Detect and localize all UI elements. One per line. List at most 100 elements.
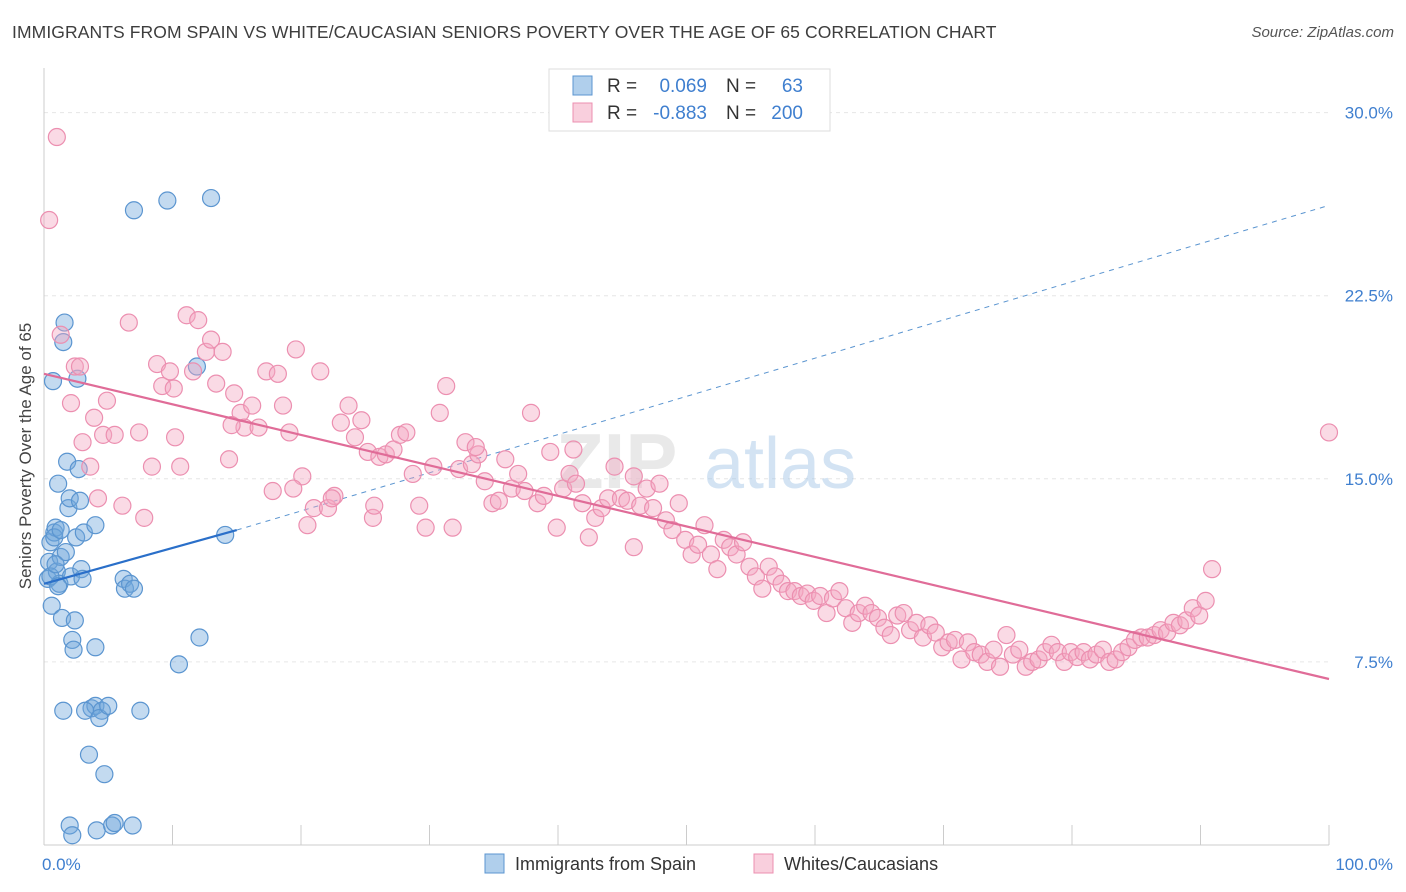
trend-line-1 [43, 372, 1330, 681]
spain-point-12 [54, 332, 73, 352]
white-point-73 [496, 450, 515, 469]
white-point-133 [881, 625, 900, 645]
spain-point-8 [49, 474, 68, 493]
white-point-131 [868, 608, 888, 628]
y-tick-label-1: 15.0% [1345, 470, 1393, 489]
white-point-44 [304, 499, 323, 518]
white-point-6 [73, 433, 92, 452]
white-point-45 [311, 362, 330, 381]
spain-point-20 [64, 640, 83, 659]
white-point-14 [119, 313, 138, 332]
white-point-2 [51, 325, 70, 344]
white-point-102 [682, 545, 701, 564]
white-point-188 [624, 467, 643, 486]
white-point-41 [286, 340, 305, 359]
stats-r-label-0: R = [607, 76, 637, 97]
white-point-37 [263, 481, 282, 501]
white-point-96 [643, 499, 663, 518]
white-point-135 [894, 603, 913, 623]
data-points [38, 127, 1339, 845]
white-point-185 [322, 489, 341, 508]
stats-n-value-0: 63 [782, 76, 803, 97]
legend: Immigrants from Spain Whites/Caucasians [484, 853, 938, 874]
spain-point-29 [54, 701, 73, 720]
white-point-90 [605, 457, 624, 476]
stats-r-value-0: 0.069 [659, 76, 707, 97]
white-point-17 [142, 457, 162, 476]
stats-n-value-1: 200 [771, 103, 803, 124]
spain-point-37 [76, 701, 95, 720]
y-tick-label-3: 30.0% [1345, 104, 1393, 123]
white-point-27 [201, 330, 221, 349]
white-point-78 [528, 494, 547, 513]
white-point-192 [284, 479, 303, 498]
white-point-153 [1010, 640, 1029, 659]
white-point-23 [177, 306, 196, 325]
stats-r-label-1: R = [607, 103, 637, 124]
white-point-97 [650, 474, 669, 493]
spain-point-61 [46, 555, 65, 574]
spain-point-25 [70, 491, 90, 510]
y-tick-label-2: 22.5% [1345, 287, 1393, 306]
spain-point-26 [72, 560, 91, 579]
spain-point-31 [63, 826, 82, 845]
y-axis-label: Seniors Poverty Over the Age of 65 [16, 323, 35, 589]
white-point-132 [875, 618, 894, 637]
tick-labels: 7.5% 15.0% 22.5% 30.0% 0.0% 100.0% [42, 104, 1393, 874]
white-point-7 [81, 457, 100, 476]
white-point-61 [416, 518, 435, 537]
white-point-124 [823, 589, 843, 608]
spain-point-32 [79, 745, 99, 764]
white-point-189 [365, 496, 384, 515]
watermark: ZIP atlas [556, 417, 856, 505]
white-point-38 [268, 364, 287, 383]
white-point-191 [164, 379, 183, 398]
white-point-186 [466, 437, 485, 457]
white-point-30 [219, 450, 239, 469]
white-point-60 [410, 496, 429, 515]
white-point-64 [437, 376, 456, 396]
white-point-127 [843, 613, 862, 632]
white-point-93 [624, 538, 643, 557]
stats-swatch-0 [572, 75, 593, 96]
stats-box: R = 0.069 N = 63 R = -0.883 N = 200 [548, 68, 831, 132]
white-point-159 [1048, 643, 1067, 662]
white-point-39 [273, 396, 293, 415]
white-point-13 [113, 496, 132, 515]
white-point-76 [515, 481, 534, 501]
spain-point-43 [103, 816, 122, 835]
stats-n-label-0: N = [726, 76, 756, 97]
white-point-168 [1106, 650, 1125, 669]
white-point-15 [129, 423, 149, 442]
white-point-111 [740, 557, 759, 576]
spain-point-38 [86, 516, 105, 535]
white-point-59 [403, 464, 422, 484]
white-point-51 [352, 411, 371, 430]
legend-swatch-0 [484, 853, 505, 874]
white-point-113 [753, 579, 772, 598]
white-point-9 [88, 489, 108, 508]
white-point-43 [298, 516, 317, 535]
white-point-31 [225, 384, 244, 403]
white-point-49 [339, 396, 358, 415]
white-point-129 [856, 596, 875, 615]
white-point-158 [1042, 635, 1061, 654]
white-point-151 [997, 625, 1016, 645]
spain-point-55 [190, 628, 209, 647]
axes [43, 68, 1330, 846]
spain-point-62 [51, 520, 70, 540]
white-point-139 [920, 616, 939, 635]
white-point-106 [708, 560, 727, 579]
white-point-29 [213, 342, 232, 361]
spain-point-59 [45, 528, 64, 547]
spain-point-50 [123, 816, 142, 835]
white-point-16 [135, 508, 154, 527]
white-point-24 [183, 362, 203, 381]
white-point-75 [509, 464, 528, 484]
white-point-83 [560, 464, 579, 484]
white-point-150 [990, 657, 1010, 676]
spain-point-24 [69, 459, 88, 479]
white-point-20 [160, 362, 180, 381]
spain-point-14 [56, 542, 75, 562]
white-point-19 [153, 376, 172, 396]
